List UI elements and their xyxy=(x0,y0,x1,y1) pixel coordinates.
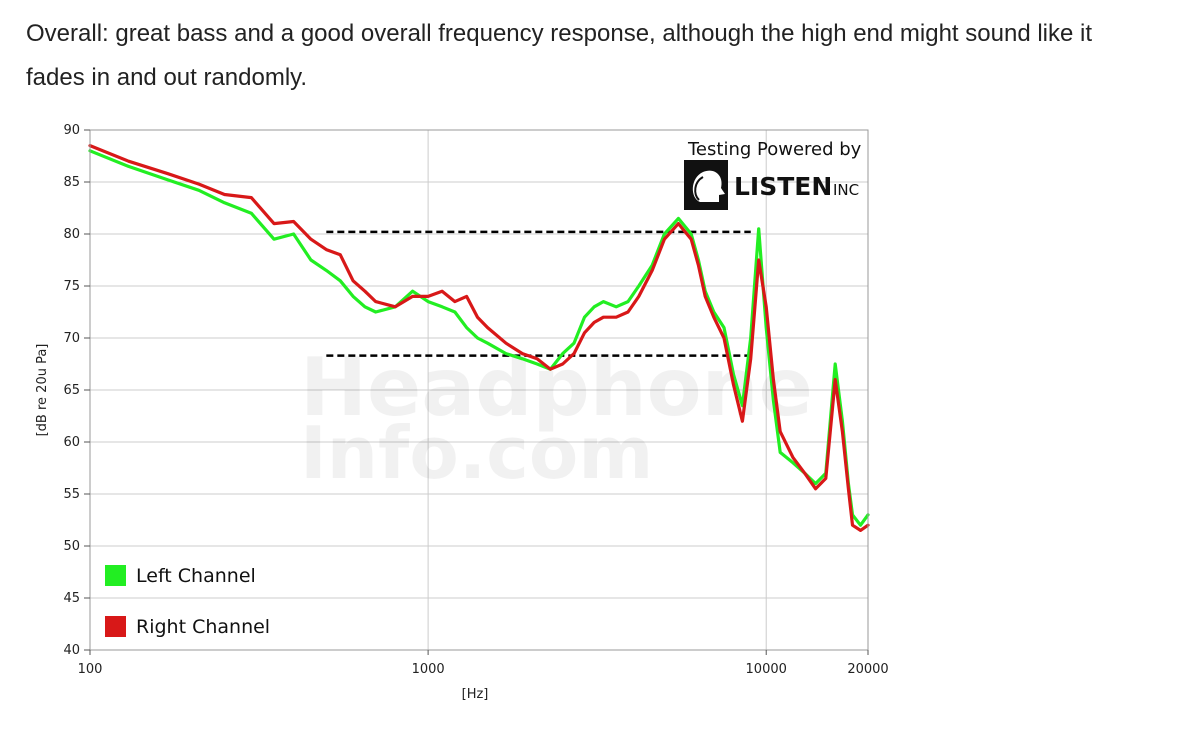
y-tick-label: 60 xyxy=(63,435,80,450)
y-tick-label: 85 xyxy=(63,175,80,190)
watermark-line-2: Info.com xyxy=(300,411,653,495)
intro-line-1: Overall: great bass and a good overall f… xyxy=(26,20,1093,47)
legend: Left Channel Right Channel xyxy=(105,565,270,638)
y-axis: 90 85 80 75 70 65 60 55 50 45 40 xyxy=(63,123,90,658)
left-channel-line xyxy=(88,149,870,527)
series-lines xyxy=(88,143,870,532)
y-tick-label: 55 xyxy=(63,487,80,502)
logo-sub-text: INC xyxy=(833,181,859,199)
left-channel-legend-label: Left Channel xyxy=(136,565,256,587)
y-tick-label: 50 xyxy=(63,539,80,554)
right-channel-legend-swatch xyxy=(105,616,126,637)
x-axis-label: [Hz] xyxy=(462,687,489,702)
intro-line-2: fades in and out randomly. xyxy=(26,64,308,91)
x-axis: 100 1000 10000 20000 xyxy=(78,650,889,677)
powered-by-text: Testing Powered by xyxy=(687,139,862,160)
x-tick-label: 1000 xyxy=(412,662,445,677)
branding: Testing Powered by LISTEN INC xyxy=(684,139,862,210)
y-axis-label: [dB re 20u Pa] xyxy=(35,344,50,437)
y-tick-label: 70 xyxy=(63,331,80,346)
y-tick-label: 65 xyxy=(63,383,80,398)
y-tick-label: 80 xyxy=(63,227,80,242)
y-tick-label: 90 xyxy=(63,123,80,138)
x-tick-label: 10000 xyxy=(746,662,787,677)
y-tick-label: 40 xyxy=(63,643,80,658)
y-tick-label: 75 xyxy=(63,279,80,294)
y-tick-label: 45 xyxy=(63,591,80,606)
right-channel-line xyxy=(88,143,870,532)
intro-paragraph: Overall: great bass and a good overall f… xyxy=(26,12,1200,100)
right-channel-legend-label: Right Channel xyxy=(136,616,270,638)
left-channel-legend-swatch xyxy=(105,565,126,586)
head-silhouette-icon xyxy=(684,160,728,210)
annotations xyxy=(326,230,751,357)
x-tick-label: 100 xyxy=(78,662,103,677)
logo-main-text: LISTEN xyxy=(734,172,832,201)
x-tick-label: 20000 xyxy=(847,662,888,677)
frequency-response-chart: Headphone Info.com 908580757065605550454… xyxy=(35,123,889,702)
